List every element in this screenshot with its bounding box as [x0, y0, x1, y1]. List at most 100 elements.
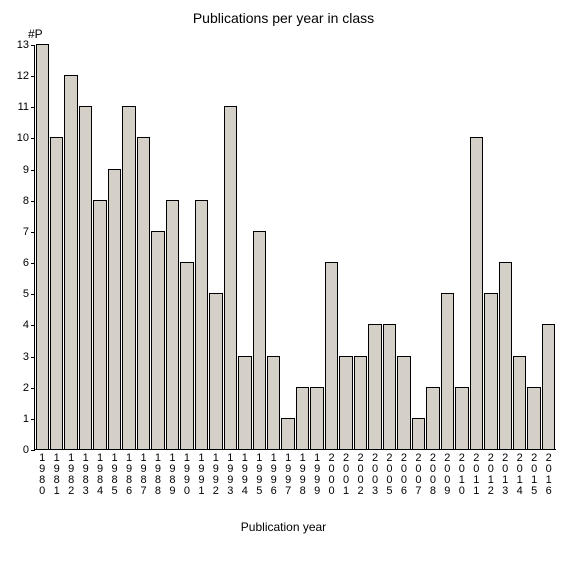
x-tick-label: 2015	[531, 453, 537, 497]
bar	[137, 137, 150, 449]
bar-slot	[64, 45, 78, 449]
x-label-slot: 2013	[498, 453, 512, 497]
x-tick-label: 1997	[285, 453, 291, 497]
x-tick-label: 2003	[372, 453, 378, 497]
bar	[224, 106, 237, 449]
x-tick-label: 1996	[271, 453, 277, 497]
y-tick-label: 12	[17, 70, 35, 82]
bar-slot	[223, 45, 237, 449]
x-label-slot: 1995	[252, 453, 266, 497]
y-tick-label: 3	[23, 351, 35, 363]
x-tick-label: 2013	[502, 453, 508, 497]
bar-slot	[78, 45, 92, 449]
bar-slot	[541, 45, 555, 449]
bar-slot	[93, 45, 107, 449]
bar-slot	[165, 45, 179, 449]
x-tick-label: 2016	[546, 453, 552, 497]
bar	[426, 387, 439, 449]
bar-slot	[267, 45, 281, 449]
x-tick-label: 1998	[300, 453, 306, 497]
x-tick-label: 1981	[54, 453, 60, 497]
x-tick-label: 2009	[444, 453, 450, 497]
x-label-slot: 2012	[484, 453, 498, 497]
bar	[267, 356, 280, 449]
x-tick-label: 1985	[112, 453, 118, 497]
y-tick-label: 2	[23, 382, 35, 394]
x-tick-label: 2006	[401, 453, 407, 497]
x-tick-label: 1987	[140, 453, 146, 497]
bar	[354, 356, 367, 449]
bar-slot	[368, 45, 382, 449]
bar-slot	[281, 45, 295, 449]
bar	[166, 200, 179, 449]
bar	[93, 200, 106, 449]
x-tick-label: 2011	[473, 453, 479, 497]
x-tick-label: 1983	[83, 453, 89, 497]
bar	[513, 356, 526, 449]
bar	[484, 293, 497, 449]
x-tick-label: 2012	[488, 453, 494, 497]
bar	[441, 293, 454, 449]
x-tick-label: 1980	[39, 453, 45, 497]
x-tick-label: 2008	[430, 453, 436, 497]
bar	[339, 356, 352, 449]
x-tick-label: 1995	[256, 453, 262, 497]
x-tick-label: 2000	[329, 453, 335, 497]
x-tick-label: 1992	[213, 453, 219, 497]
bar-slot	[252, 45, 266, 449]
x-tick-label: 1991	[198, 453, 204, 497]
x-tick-label: 1986	[126, 453, 132, 497]
bar-slot	[353, 45, 367, 449]
bar	[253, 231, 266, 449]
bar	[281, 418, 294, 449]
bar	[397, 356, 410, 449]
x-label-slot: 1980	[35, 453, 49, 497]
bar-slot	[35, 45, 49, 449]
bar-slot	[107, 45, 121, 449]
x-label-slot: 1983	[78, 453, 92, 497]
x-label-slot: 2003	[368, 453, 382, 497]
bar-slot	[49, 45, 63, 449]
bar-slot	[512, 45, 526, 449]
x-label-slot: 2009	[440, 453, 454, 497]
x-axis-title: Publication year	[0, 520, 567, 534]
bar-slot	[527, 45, 541, 449]
x-label-slot: 2010	[455, 453, 469, 497]
x-label-slot: 2002	[353, 453, 367, 497]
y-tick-label: 7	[23, 226, 35, 238]
bar	[64, 75, 77, 449]
bar	[296, 387, 309, 449]
bar-slot	[194, 45, 208, 449]
x-label-slot: 1984	[93, 453, 107, 497]
x-label-slot: 1990	[180, 453, 194, 497]
bar	[36, 44, 49, 449]
x-label-slot: 2014	[512, 453, 526, 497]
bar-slot	[440, 45, 454, 449]
bar-slot	[295, 45, 309, 449]
bar-slot	[339, 45, 353, 449]
bar-slot	[209, 45, 223, 449]
bar	[151, 231, 164, 449]
x-tick-label: 2007	[415, 453, 421, 497]
bar	[195, 200, 208, 449]
y-tick-label: 10	[17, 132, 35, 144]
x-tick-label: 1984	[97, 453, 103, 497]
bar	[455, 387, 468, 449]
bar-slot	[397, 45, 411, 449]
x-label-slot: 1998	[295, 453, 309, 497]
bar-slot	[469, 45, 483, 449]
bar	[470, 137, 483, 449]
chart-title: Publications per year in class	[0, 10, 567, 26]
bar	[412, 418, 425, 449]
x-tick-label: 2002	[357, 453, 363, 497]
y-tick-label: 4	[23, 319, 35, 331]
x-label-slot: 1991	[194, 453, 208, 497]
x-label-slot: 1992	[209, 453, 223, 497]
y-tick-label: 13	[17, 39, 35, 51]
bar	[499, 262, 512, 449]
x-label-slot: 1989	[165, 453, 179, 497]
bar	[238, 356, 251, 449]
x-label-slot: 1994	[238, 453, 252, 497]
x-label-slot: 1985	[107, 453, 121, 497]
bar	[79, 106, 92, 449]
